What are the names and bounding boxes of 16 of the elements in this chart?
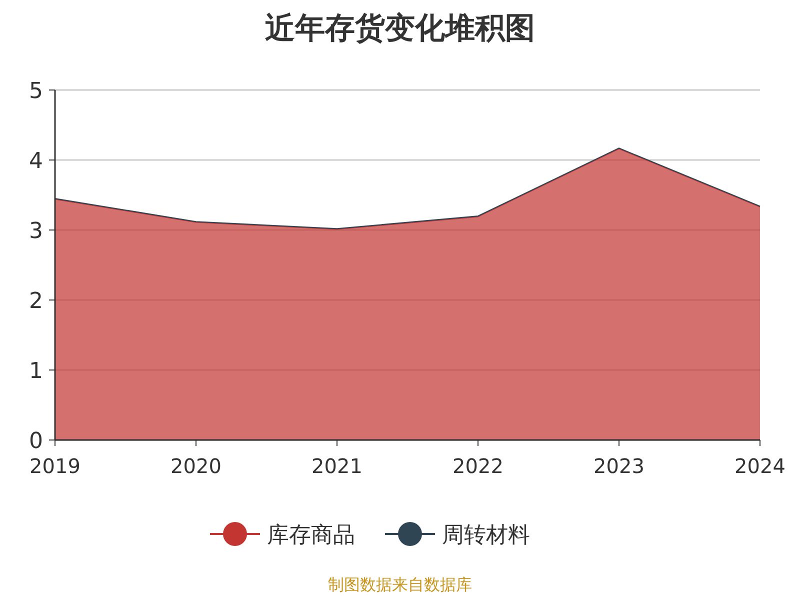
x-tick-label: 2023 <box>594 454 644 478</box>
y-tick-label: 2 <box>29 289 43 314</box>
x-tick-label: 2024 <box>734 454 786 478</box>
x-tick-label: 2019 <box>30 454 80 478</box>
x-tick-label: 2020 <box>170 454 222 478</box>
legend-label: 库存商品 <box>267 523 355 548</box>
x-tick-label: 2022 <box>452 454 504 478</box>
y-tick-label: 5 <box>29 79 43 104</box>
x-tick-label: 2021 <box>312 454 362 478</box>
chart-title: 近年存货变化堆积图 <box>265 11 535 46</box>
text: 制图数据来自数据库 <box>328 575 472 594</box>
y-tick-label: 3 <box>29 219 43 244</box>
y-tick-label: 4 <box>29 149 43 174</box>
y-tick-label: 1 <box>29 359 43 384</box>
y-tick-label: 0 <box>29 429 43 454</box>
legend-label: 周转材料 <box>442 523 530 548</box>
